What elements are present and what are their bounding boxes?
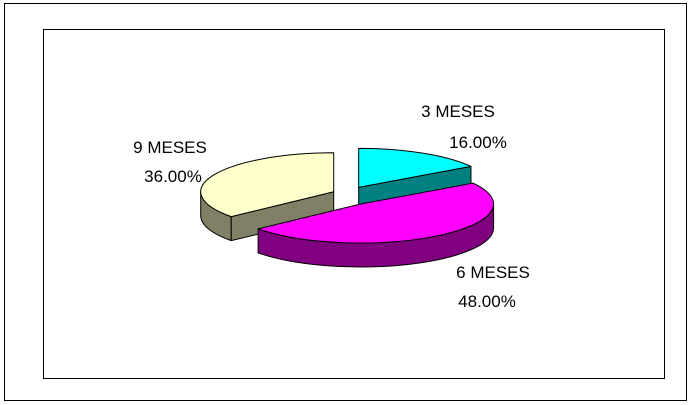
plot-area bbox=[43, 29, 665, 379]
slice-top-3-meses bbox=[358, 147, 472, 188]
pie-slices bbox=[200, 147, 495, 268]
slice-label-name-3-meses: 3 MESES bbox=[421, 102, 495, 121]
slice-top-6-meses bbox=[257, 182, 495, 244]
slice-label-value-3-meses: 16.00% bbox=[449, 133, 507, 152]
slice-label-value-6-meses: 48.00% bbox=[458, 292, 516, 311]
pie-slice-9-meses bbox=[200, 152, 335, 242]
slice-label-name-6-meses: 6 MESES bbox=[456, 263, 530, 282]
chart-frame bbox=[4, 3, 687, 401]
slice-top-9-meses bbox=[200, 152, 335, 218]
pie-labels: 3 MESES 16.00% 6 MESES 48.00% 9 MESES 36… bbox=[133, 102, 530, 311]
pie-slice-6-meses bbox=[257, 182, 495, 268]
slice-label-name-9-meses: 9 MESES bbox=[133, 138, 207, 157]
slice-label-value-9-meses: 36.00% bbox=[144, 167, 202, 186]
